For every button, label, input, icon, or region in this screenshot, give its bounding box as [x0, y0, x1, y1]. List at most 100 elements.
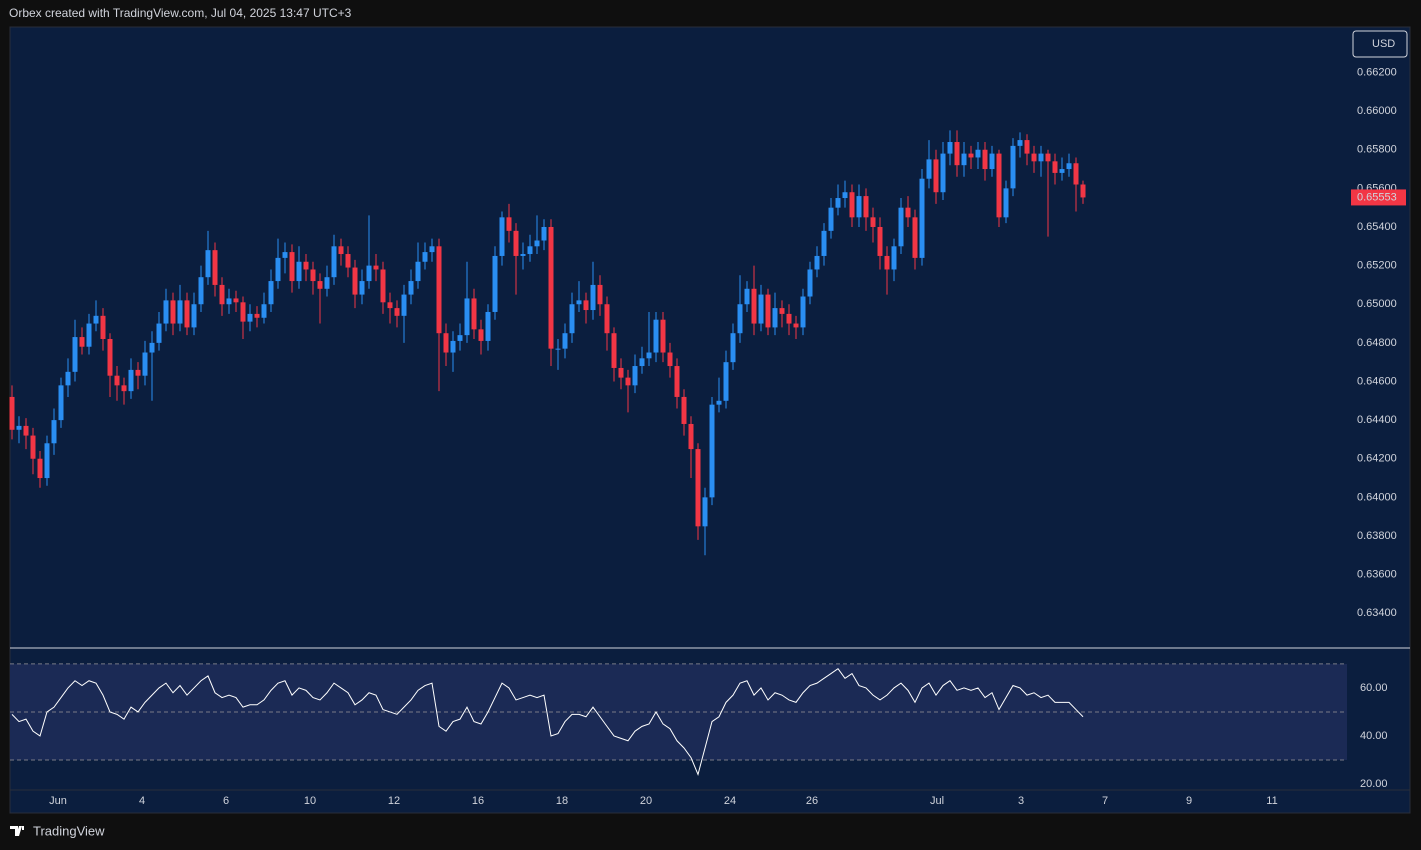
candle-body [660, 319, 666, 353]
candle-body [1038, 153, 1044, 162]
candle-body [394, 308, 400, 316]
candle-body [730, 333, 736, 363]
y-tick-label: 0.63600 [1357, 569, 1397, 581]
candle-body [1024, 140, 1030, 154]
last-price-box [1351, 189, 1406, 206]
candle-body [590, 284, 596, 311]
candle-body [996, 153, 1002, 218]
candle-body [646, 352, 652, 359]
candle-body [807, 269, 813, 297]
candle-body [793, 323, 799, 328]
candle-body [856, 196, 862, 218]
candle-body [296, 261, 302, 282]
candle-body [422, 252, 428, 262]
candle-body [163, 300, 169, 324]
candle-body [289, 252, 295, 282]
candle-body [184, 300, 190, 328]
candle-body [408, 281, 414, 295]
candle-body [576, 300, 582, 305]
candle-body [366, 265, 372, 282]
candle-body [457, 335, 463, 341]
x-tick-label: Jul [930, 795, 944, 807]
currency-box[interactable] [1352, 30, 1408, 58]
candle-body [695, 449, 701, 527]
candle-body [149, 342, 155, 353]
y-tick-label: 0.64000 [1357, 491, 1397, 503]
y-tick-label: 0.66200 [1357, 66, 1397, 78]
candle-body [828, 207, 834, 231]
candle-body [401, 294, 407, 316]
y-tick-label: 0.65800 [1357, 144, 1397, 156]
candle-body [919, 178, 925, 258]
candle-body [219, 284, 225, 305]
candle-body [688, 423, 694, 450]
candle-body [786, 313, 792, 324]
candle-body [709, 404, 715, 498]
candle-body [821, 230, 827, 256]
candle-body [772, 308, 778, 328]
candle-body [373, 265, 379, 270]
candle-body [1017, 140, 1023, 146]
candle-body [1031, 153, 1037, 162]
candle-body [702, 497, 708, 527]
candle-body [1059, 169, 1065, 173]
candle-body [443, 333, 449, 353]
candle-body [513, 230, 519, 256]
candle-body [863, 196, 869, 218]
candle-body [485, 311, 491, 341]
x-tick-label: 20 [640, 795, 652, 807]
candle-body [121, 385, 127, 392]
candle-body [436, 246, 442, 334]
y-tick-label: 0.65400 [1357, 221, 1397, 233]
candle-body [380, 269, 386, 303]
candle-body [387, 302, 393, 309]
y-tick-label: 40.00 [1360, 730, 1388, 742]
candle-body [478, 329, 484, 341]
candle-body [744, 288, 750, 305]
x-tick-label: 26 [806, 795, 818, 807]
x-tick-label: 4 [139, 795, 145, 807]
x-tick-label: 7 [1102, 795, 1108, 807]
candle-body [604, 304, 610, 334]
candle-body [16, 425, 22, 430]
candle-body [905, 207, 911, 218]
y-tick-label: 0.64400 [1357, 414, 1397, 426]
candle-body [492, 255, 498, 312]
candle-body [758, 294, 764, 324]
y-tick-label: 0.64600 [1357, 375, 1397, 387]
logo [10, 826, 24, 836]
candle-body [191, 304, 197, 328]
y-tick-label: 0.63400 [1357, 607, 1397, 619]
candle-body [23, 425, 29, 436]
candle-body [947, 142, 953, 154]
candle-body [1003, 188, 1009, 218]
candle-body [562, 333, 568, 349]
candle-body [317, 281, 323, 289]
candle-body [884, 255, 890, 270]
candle-body [933, 159, 939, 193]
candle-body [107, 339, 113, 376]
candle-body [86, 323, 92, 347]
candle-body [779, 308, 785, 314]
candle-body [352, 267, 358, 295]
candle-body [282, 252, 288, 258]
candle-body [9, 396, 15, 430]
y-tick-label: 0.64200 [1357, 453, 1397, 465]
candle-body [1073, 163, 1079, 185]
candle-body [58, 385, 64, 421]
candle-body [940, 153, 946, 193]
candle-body [415, 261, 421, 282]
candle-body [961, 153, 967, 166]
y-tick-label: 0.64800 [1357, 337, 1397, 349]
x-tick-label: 11 [1266, 795, 1277, 807]
candle-body [954, 142, 960, 166]
candle-body [331, 246, 337, 278]
y-tick-label: 0.66000 [1357, 105, 1397, 117]
y-tick-label: 0.65200 [1357, 260, 1397, 272]
candle-body [835, 198, 841, 208]
candle-body [65, 371, 71, 386]
y-tick-label: 20.00 [1360, 778, 1388, 790]
candle-body [128, 369, 134, 392]
